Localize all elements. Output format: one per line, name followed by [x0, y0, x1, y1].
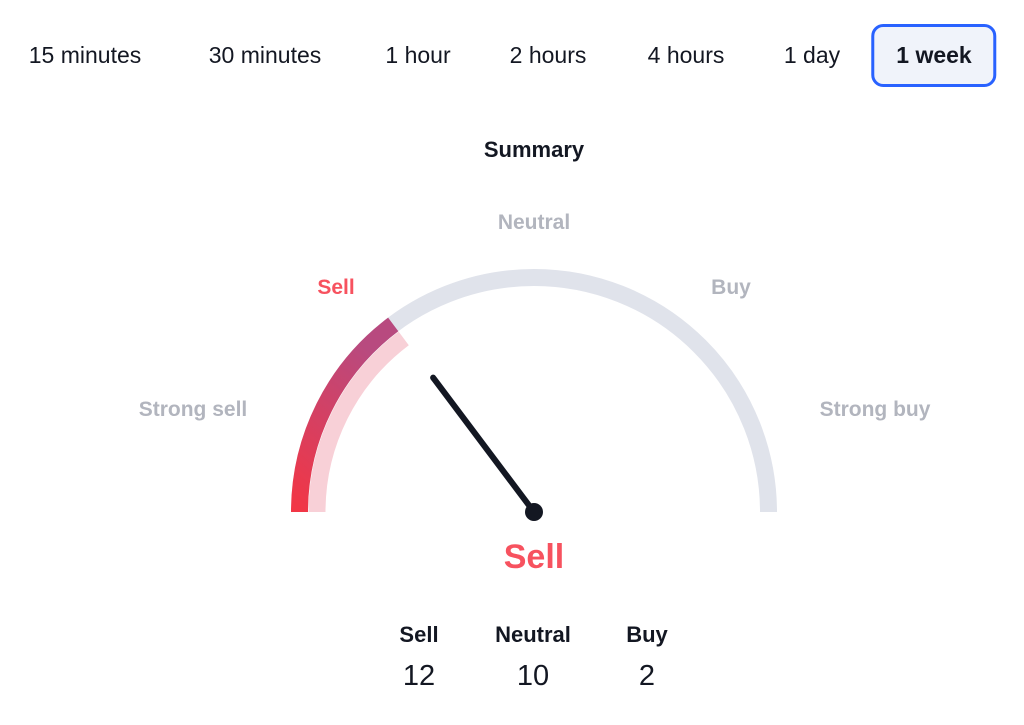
label-strong-sell: Strong sell	[138, 398, 248, 421]
label-buy: Buy	[711, 276, 751, 299]
label-neutral: Neutral	[497, 211, 571, 234]
tab-15-minutes[interactable]: 15 minutes	[28, 42, 142, 68]
tab-1-day[interactable]: 1 day	[783, 42, 841, 68]
gauge-needle	[430, 374, 537, 515]
gauge-fill-light	[308, 331, 409, 513]
tab-1-hour[interactable]: 1 hour	[385, 42, 451, 68]
count-sell-value: 12	[402, 660, 436, 692]
gauge-fill	[291, 317, 399, 513]
label-sell: Sell	[317, 276, 355, 299]
tab-30-minutes[interactable]: 30 minutes	[208, 42, 322, 68]
summary-verdict: Sell	[503, 538, 565, 576]
gauge-track	[291, 269, 777, 513]
tab-2-hours[interactable]: 2 hours	[509, 42, 587, 68]
count-buy-label: Buy	[626, 622, 668, 647]
count-sell-label: Sell	[399, 622, 439, 647]
summary-title: Summary	[483, 137, 585, 162]
needle-pivot	[525, 503, 543, 521]
count-neutral-value: 10	[516, 660, 550, 692]
count-buy-value: 2	[638, 660, 656, 692]
label-strong-buy: Strong buy	[819, 398, 931, 421]
tab-4-hours[interactable]: 4 hours	[647, 42, 725, 68]
tab-1-week[interactable]: 1 week	[871, 24, 997, 87]
count-neutral-label: Neutral	[495, 622, 571, 647]
